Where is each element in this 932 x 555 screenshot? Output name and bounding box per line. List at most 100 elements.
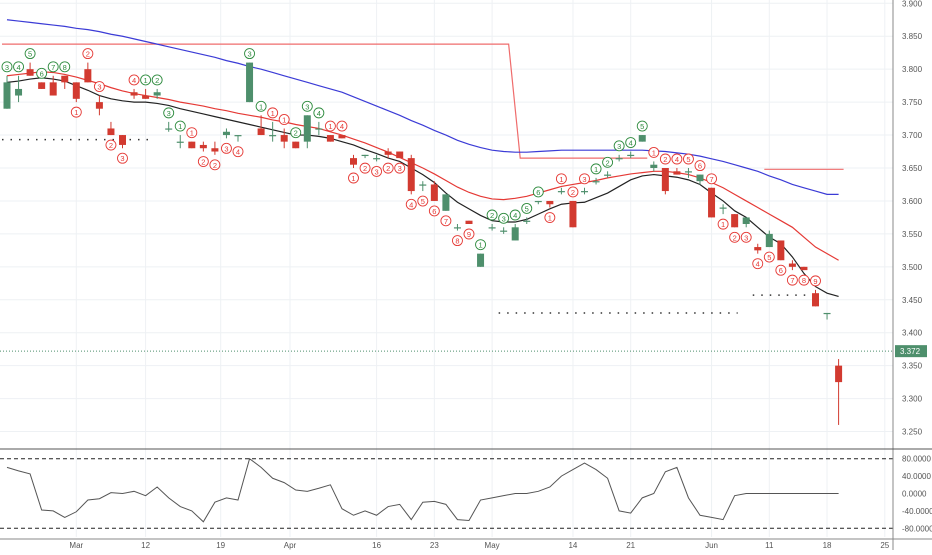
count-label-circle xyxy=(555,173,567,185)
count-label: 2 xyxy=(109,141,113,150)
candle-body xyxy=(384,151,392,155)
candle-body xyxy=(142,95,150,99)
count-label-circle xyxy=(140,74,152,86)
count-label-circle xyxy=(521,202,533,214)
candle-body xyxy=(119,135,126,145)
count-label: 1 xyxy=(721,220,725,229)
oscillator-tick-label: 80.0000 xyxy=(902,455,931,464)
count-label-circle xyxy=(694,160,706,172)
count-label: 4 xyxy=(317,109,321,118)
count-label: 4 xyxy=(409,200,413,209)
candle-body xyxy=(430,184,438,201)
time-tick-label: May xyxy=(485,541,500,550)
candle-body xyxy=(350,158,357,165)
candle-body xyxy=(234,135,242,137)
count-label-circle xyxy=(47,61,59,73)
count-label: 6 xyxy=(698,162,702,171)
time-tick-label: Mar xyxy=(69,541,83,550)
candle-body xyxy=(315,128,323,130)
count-label-circle xyxy=(417,195,429,207)
candle-body xyxy=(153,92,161,96)
count-label-circle xyxy=(151,74,163,86)
candle-body xyxy=(453,227,461,229)
oscillator-pane xyxy=(0,457,893,529)
count-label-circle xyxy=(428,205,440,217)
candles xyxy=(3,62,843,425)
count-label: 6 xyxy=(432,207,436,216)
price-tick-label: 3.750 xyxy=(902,98,923,107)
count-label-circle xyxy=(209,159,221,171)
count-label: 9 xyxy=(813,277,817,286)
candle-body xyxy=(61,75,69,83)
count-label-circle xyxy=(174,120,186,132)
candle-body xyxy=(280,135,288,142)
count-label: 1 xyxy=(74,108,78,117)
candle-body xyxy=(269,135,277,137)
count-label-circle xyxy=(567,186,579,198)
count-label: 7 xyxy=(51,63,55,72)
count-label: 2 xyxy=(155,76,159,85)
candle-body xyxy=(731,214,739,228)
candle-body xyxy=(211,148,219,152)
count-label: 3 xyxy=(398,164,402,173)
count-label: 1 xyxy=(594,165,598,174)
price-tick-label: 3.300 xyxy=(902,395,923,404)
count-label-circle xyxy=(59,61,71,73)
candle-body xyxy=(373,158,381,160)
count-label: 6 xyxy=(536,188,540,197)
count-label-circle xyxy=(752,258,764,270)
candle-body xyxy=(684,171,692,173)
count-label-circle xyxy=(648,146,660,158)
count-label-circle xyxy=(602,156,614,168)
time-tick-label: Apr xyxy=(284,541,297,550)
count-label: 2 xyxy=(363,164,367,173)
time-tick-label: 16 xyxy=(372,541,381,550)
count-label-circle xyxy=(197,156,209,167)
count-label: 7 xyxy=(790,276,794,285)
candle-body xyxy=(511,227,519,241)
time-tick-label: 11 xyxy=(765,541,774,550)
candle-body xyxy=(788,263,796,267)
oscillator-tick-label: -80.0000 xyxy=(902,524,932,533)
price-tick-label: 3.650 xyxy=(902,164,923,173)
candle-body xyxy=(38,82,46,89)
count-label: 8 xyxy=(63,63,67,72)
count-label-circle xyxy=(763,251,775,263)
price-tick-label: 3.450 xyxy=(902,296,923,305)
count-label-circle xyxy=(313,107,325,119)
count-label-circle xyxy=(128,74,140,86)
count-label: 4 xyxy=(132,76,136,85)
candle-body xyxy=(326,135,334,142)
count-label: 1 xyxy=(328,122,332,131)
price-tick-label: 3.250 xyxy=(902,428,923,437)
price-tick-label: 3.350 xyxy=(902,362,923,371)
candle-body xyxy=(396,151,404,159)
candle-body xyxy=(592,181,600,183)
count-label: 2 xyxy=(663,155,667,164)
count-label: 4 xyxy=(16,63,20,72)
count-label: 2 xyxy=(490,211,494,220)
candle-body xyxy=(442,194,450,211)
count-label: 1 xyxy=(144,76,148,85)
time-tick-label: 23 xyxy=(430,541,439,550)
candle-body xyxy=(338,135,346,139)
time-tick-label: 21 xyxy=(626,541,635,550)
count-label-circle xyxy=(775,264,787,276)
count-label: 7 xyxy=(444,217,448,226)
candle-body xyxy=(246,62,254,103)
count-label: 1 xyxy=(271,109,275,118)
candle-body xyxy=(661,168,669,192)
oscillator-tick-label: 40.0000 xyxy=(902,472,931,481)
candle-body xyxy=(15,88,23,96)
count-label-circle xyxy=(786,274,798,286)
candle-body xyxy=(407,158,415,192)
grid xyxy=(0,0,893,537)
count-label: 9 xyxy=(467,230,471,239)
count-label-circle xyxy=(359,162,371,174)
count-label: 4 xyxy=(756,260,760,269)
time-tick-label: 18 xyxy=(823,541,832,550)
count-label-circle xyxy=(405,198,417,210)
